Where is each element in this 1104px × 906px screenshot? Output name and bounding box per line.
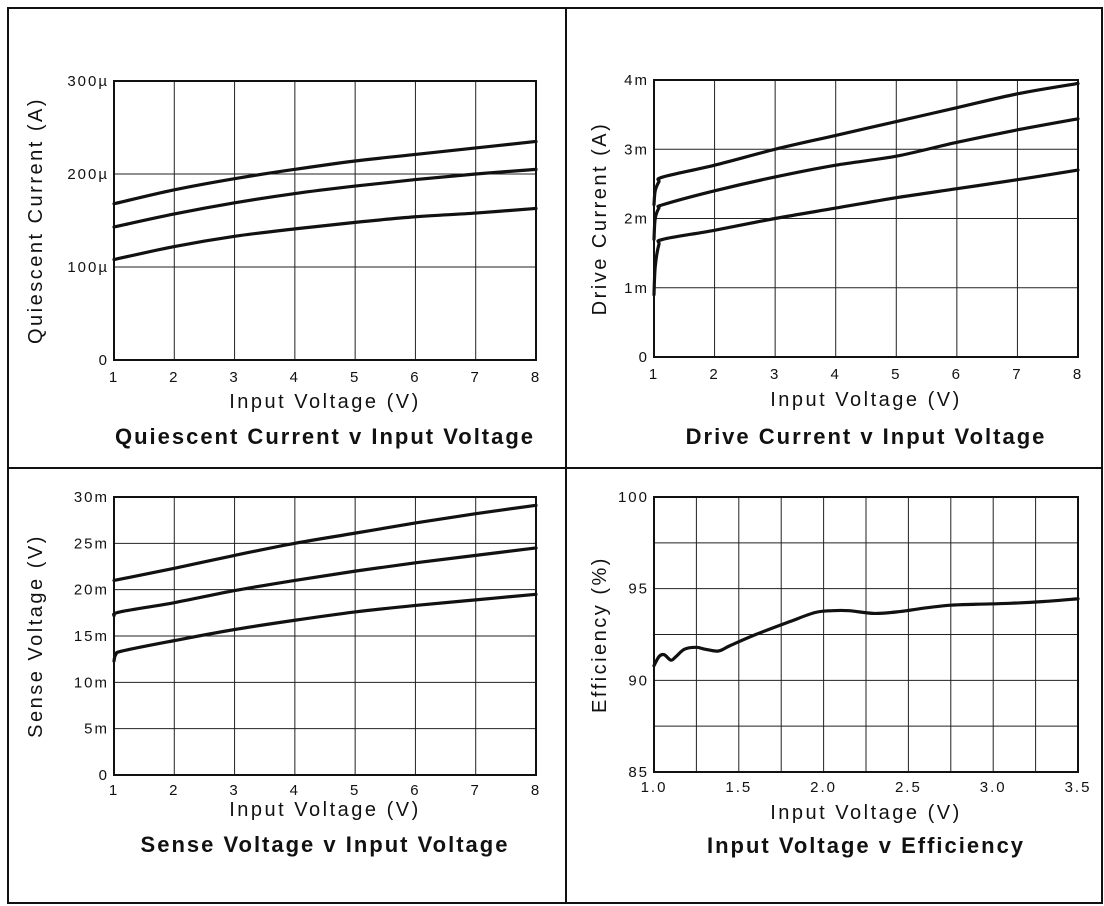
y-tick-label: 1m — [624, 280, 649, 297]
y-tick-label: 10m — [74, 674, 109, 691]
y-tick-label: 0 — [639, 349, 649, 366]
y-axis-label: Drive Current (A) — [589, 122, 611, 316]
x-tick-label: 8 — [531, 369, 541, 386]
series-line — [652, 81, 1080, 207]
x-tick-label: 6 — [952, 366, 962, 383]
drive-current-chart: 1 2 3 4 5 6 7 8 0 1m 2m 3m 4m Input Voltage (V) Drive … — [589, 72, 1083, 449]
y-tick-label: 200µ — [67, 166, 109, 183]
x-tick-label: 6 — [410, 369, 420, 386]
quiescent-current-chart: 1 2 3 4 5 6 7 8 0 100µ 200µ 300µ Input Voltage (V) Qu… — [25, 73, 541, 449]
x-tick-label: 7 — [471, 782, 481, 799]
series-line — [112, 546, 538, 618]
y-tick-label: 25m — [74, 535, 109, 552]
plot-area-border — [113, 496, 537, 776]
y-tick-label: 2m — [624, 211, 649, 228]
x-tick-label: 1 — [649, 366, 659, 383]
plot-area-border — [653, 496, 1079, 773]
y-tick-label: 4m — [624, 72, 649, 89]
y-axis-label: Sense Voltage (V) — [25, 534, 47, 738]
x-axis-label: Input Voltage (V) — [770, 389, 961, 411]
y-axis-label: Quiescent Current (A) — [25, 97, 47, 344]
series-line — [652, 168, 1080, 297]
x-tick-label: 4 — [290, 369, 300, 386]
x-tick-label: 1.0 — [641, 779, 668, 796]
series-line — [652, 597, 1080, 668]
y-tick-label: 90 — [628, 672, 649, 689]
x-tick-label: 2.5 — [895, 779, 922, 796]
efficiency-chart: 1.0 1.5 2.0 2.5 3.0 3.5 85 90 95 100 Input Voltage… — [589, 489, 1092, 858]
y-tick-label: 100µ — [67, 259, 109, 276]
y-tick-label: 95 — [628, 581, 649, 598]
x-tick-label: 3 — [229, 782, 239, 799]
x-tick-label: 6 — [410, 782, 420, 799]
y-tick-label: 100 — [618, 489, 649, 506]
x-tick-label: 4 — [831, 366, 841, 383]
x-axis-label: Input Voltage (V) — [770, 802, 961, 824]
y-axis-label: Efficiency (%) — [589, 556, 611, 713]
series-line — [112, 503, 538, 582]
chart-title: Input Voltage v Efficiency — [707, 833, 1025, 858]
x-tick-label: 5 — [350, 782, 360, 799]
x-tick-label: 2.0 — [810, 779, 837, 796]
y-tick-label: 0 — [99, 767, 109, 784]
y-tick-label: 30m — [74, 489, 109, 506]
x-tick-label: 1 — [109, 369, 119, 386]
series-line — [112, 206, 538, 262]
x-tick-label: 1 — [109, 782, 119, 799]
outer-border — [7, 7, 1103, 904]
x-tick-label: 7 — [1012, 366, 1022, 383]
x-axis-label: Input Voltage (V) — [229, 799, 420, 821]
y-tick-label: 20m — [74, 582, 109, 599]
x-tick-label: 4 — [290, 782, 300, 799]
figure-frame — [7, 7, 1103, 904]
series-line — [112, 592, 538, 663]
series-line — [112, 167, 538, 229]
x-tick-label: 2 — [169, 782, 179, 799]
y-tick-label: 300µ — [67, 73, 109, 90]
chart-title: Drive Current v Input Voltage — [686, 424, 1047, 449]
x-axis-label: Input Voltage (V) — [229, 391, 420, 413]
x-tick-label: 5 — [891, 366, 901, 383]
series-line — [652, 117, 1080, 241]
x-tick-label: 2 — [169, 369, 179, 386]
x-tick-label: 3.5 — [1065, 779, 1092, 796]
x-tick-label: 3 — [229, 369, 239, 386]
chart-title: Quiescent Current v Input Voltage — [115, 424, 535, 449]
sense-voltage-chart: 1 2 3 4 5 6 7 8 0 5m 10m 15m 20m 25m 30m Input Voltage … — [25, 489, 541, 857]
series-line — [112, 139, 538, 206]
y-tick-label: 15m — [74, 628, 109, 645]
plot-area-border — [113, 80, 537, 361]
x-tick-label: 8 — [1073, 366, 1083, 383]
chart-title: Sense Voltage v Input Voltage — [141, 832, 510, 857]
x-tick-label: 3 — [770, 366, 780, 383]
y-tick-label: 5m — [84, 721, 109, 738]
x-tick-label: 2 — [709, 366, 719, 383]
y-tick-label: 3m — [624, 141, 649, 158]
x-tick-label: 8 — [531, 782, 541, 799]
y-tick-label: 85 — [628, 764, 649, 781]
x-tick-label: 3.0 — [980, 779, 1007, 796]
x-tick-label: 7 — [471, 369, 481, 386]
x-tick-label: 1.5 — [725, 779, 752, 796]
y-tick-label: 0 — [99, 352, 109, 369]
x-tick-label: 5 — [350, 369, 360, 386]
